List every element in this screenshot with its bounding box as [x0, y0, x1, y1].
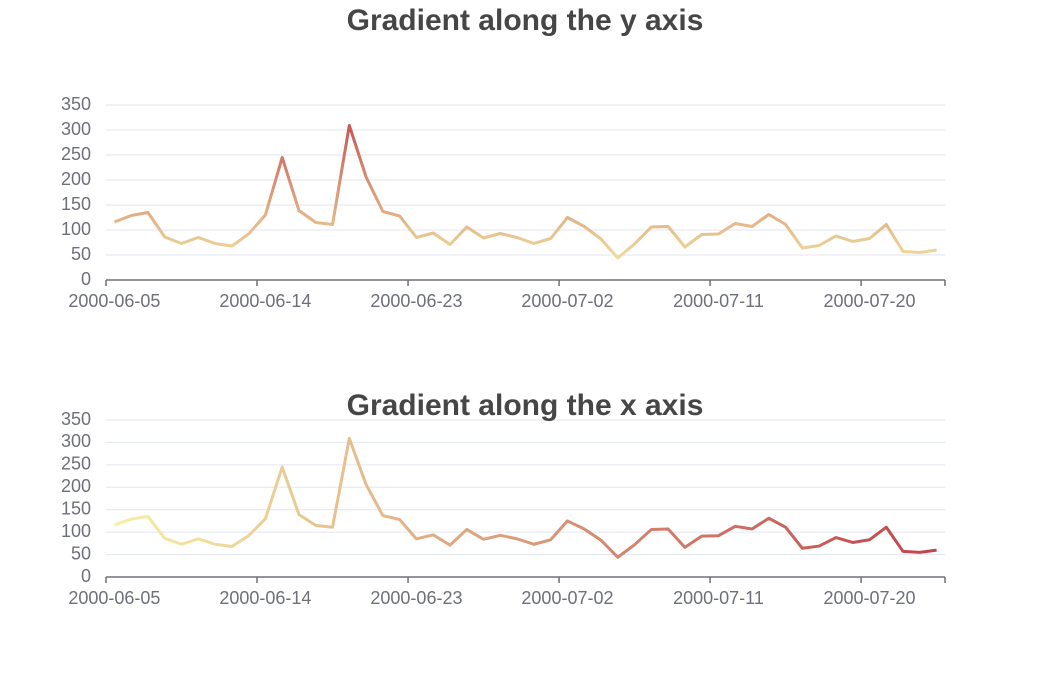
- y-tick-label: 50: [71, 543, 91, 563]
- x-tick-label: 2000-06-14: [219, 588, 311, 608]
- x-tick-label: 2000-07-02: [521, 291, 613, 311]
- x-tick-label: 2000-06-05: [68, 588, 160, 608]
- x-tick-label: 2000-07-20: [823, 588, 915, 608]
- y-tick-label: 250: [61, 144, 91, 164]
- x-tick-label: 2000-07-20: [823, 291, 915, 311]
- x-tick-label: 2000-06-23: [370, 291, 462, 311]
- y-tick-label: 0: [81, 566, 91, 586]
- y-tick-label: 100: [61, 219, 91, 239]
- y-tick-label: 300: [61, 431, 91, 451]
- y-tick-label: 100: [61, 521, 91, 541]
- y-tick-label: 200: [61, 476, 91, 496]
- y-tick-label: 200: [61, 169, 91, 189]
- x-tick-label: 2000-06-23: [370, 588, 462, 608]
- line: [113, 436, 937, 559]
- y-tick-label: 0: [81, 269, 91, 289]
- x-tick-label: 2000-07-02: [521, 588, 613, 608]
- y-tick-label: 50: [71, 244, 91, 264]
- chart-title: Gradient along the y axis: [347, 4, 704, 37]
- x-tick-label: 2000-07-11: [673, 291, 764, 311]
- x-tick-label: 2000-06-05: [68, 291, 160, 311]
- y-tick-label: 150: [61, 194, 91, 214]
- line: [113, 124, 937, 260]
- chart-title: Gradient along the x axis: [347, 389, 704, 422]
- y-tick-label: 350: [61, 94, 91, 114]
- y-tick-label: 150: [61, 498, 91, 518]
- y-tick-label: 250: [61, 454, 91, 474]
- x-tick-label: 2000-07-11: [673, 588, 764, 608]
- y-tick-label: 350: [61, 409, 91, 429]
- x-tick-label: 2000-06-14: [219, 291, 311, 311]
- y-tick-label: 300: [61, 119, 91, 139]
